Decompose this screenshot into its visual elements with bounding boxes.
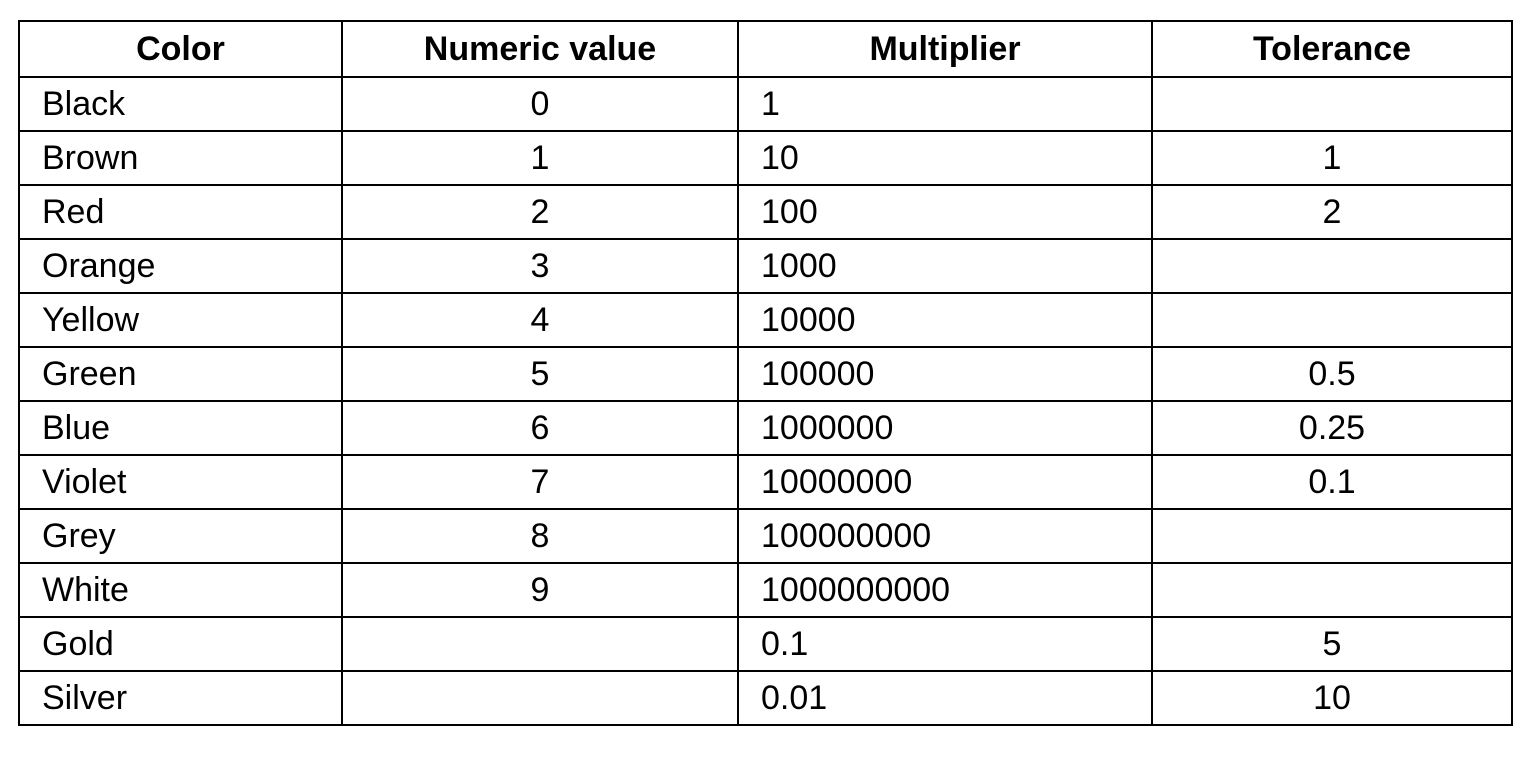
- header-row: Color Numeric value Multiplier Tolerance: [18, 20, 1513, 78]
- table-row: Gold 0.1 5: [18, 616, 1513, 672]
- table-row: Yellow 4 10000: [18, 292, 1513, 348]
- table-row: Red 2 100 2: [18, 184, 1513, 240]
- cell-multiplier: 0.01: [737, 670, 1153, 726]
- cell-numeric-value: 0: [341, 76, 739, 132]
- cell-numeric-value: [341, 670, 739, 726]
- table-row: Black 0 1: [18, 76, 1513, 132]
- cell-numeric-value: 2: [341, 184, 739, 240]
- cell-color: Brown: [18, 130, 343, 186]
- cell-numeric-value: 7: [341, 454, 739, 510]
- cell-multiplier: 1000000: [737, 400, 1153, 456]
- cell-color: Red: [18, 184, 343, 240]
- cell-color: Grey: [18, 508, 343, 564]
- cell-multiplier: 1000000000: [737, 562, 1153, 618]
- table-row: Brown 1 10 1: [18, 130, 1513, 186]
- cell-color: Yellow: [18, 292, 343, 348]
- header-color: Color: [18, 20, 343, 78]
- table-row: Silver 0.01 10: [18, 670, 1513, 726]
- cell-multiplier: 100: [737, 184, 1153, 240]
- table-row: Orange 3 1000: [18, 238, 1513, 294]
- cell-tolerance: 0.1: [1151, 454, 1513, 510]
- cell-tolerance: [1151, 238, 1513, 294]
- cell-tolerance: 0.25: [1151, 400, 1513, 456]
- cell-tolerance: 10: [1151, 670, 1513, 726]
- cell-color: Green: [18, 346, 343, 402]
- cell-multiplier: 10000000: [737, 454, 1153, 510]
- cell-numeric-value: [341, 616, 739, 672]
- header-multiplier: Multiplier: [737, 20, 1153, 78]
- color-code-table: Color Numeric value Multiplier Tolerance…: [18, 20, 1513, 726]
- table-body: Black 0 1 Brown 1 10 1 Red 2 100 2 Orang…: [18, 76, 1513, 726]
- cell-tolerance: [1151, 76, 1513, 132]
- cell-tolerance: [1151, 562, 1513, 618]
- cell-color: Gold: [18, 616, 343, 672]
- header-numeric-value: Numeric value: [341, 20, 739, 78]
- cell-multiplier: 10000: [737, 292, 1153, 348]
- cell-numeric-value: 9: [341, 562, 739, 618]
- cell-color: Violet: [18, 454, 343, 510]
- cell-tolerance: 1: [1151, 130, 1513, 186]
- cell-multiplier: 0.1: [737, 616, 1153, 672]
- table-row: Green 5 100000 0.5: [18, 346, 1513, 402]
- cell-tolerance: [1151, 508, 1513, 564]
- table-header: Color Numeric value Multiplier Tolerance: [18, 20, 1513, 78]
- cell-numeric-value: 6: [341, 400, 739, 456]
- table-row: Violet 7 10000000 0.1: [18, 454, 1513, 510]
- cell-multiplier: 100000: [737, 346, 1153, 402]
- cell-numeric-value: 5: [341, 346, 739, 402]
- cell-color: Orange: [18, 238, 343, 294]
- cell-tolerance: 2: [1151, 184, 1513, 240]
- cell-numeric-value: 1: [341, 130, 739, 186]
- table-row: White 9 1000000000: [18, 562, 1513, 618]
- cell-multiplier: 1: [737, 76, 1153, 132]
- table-row: Blue 6 1000000 0.25: [18, 400, 1513, 456]
- cell-numeric-value: 3: [341, 238, 739, 294]
- cell-multiplier: 100000000: [737, 508, 1153, 564]
- cell-tolerance: [1151, 292, 1513, 348]
- cell-color: Blue: [18, 400, 343, 456]
- header-tolerance: Tolerance: [1151, 20, 1513, 78]
- cell-color: White: [18, 562, 343, 618]
- cell-multiplier: 1000: [737, 238, 1153, 294]
- cell-multiplier: 10: [737, 130, 1153, 186]
- table-row: Grey 8 100000000: [18, 508, 1513, 564]
- cell-numeric-value: 4: [341, 292, 739, 348]
- cell-tolerance: 5: [1151, 616, 1513, 672]
- cell-tolerance: 0.5: [1151, 346, 1513, 402]
- cell-numeric-value: 8: [341, 508, 739, 564]
- cell-color: Black: [18, 76, 343, 132]
- cell-color: Silver: [18, 670, 343, 726]
